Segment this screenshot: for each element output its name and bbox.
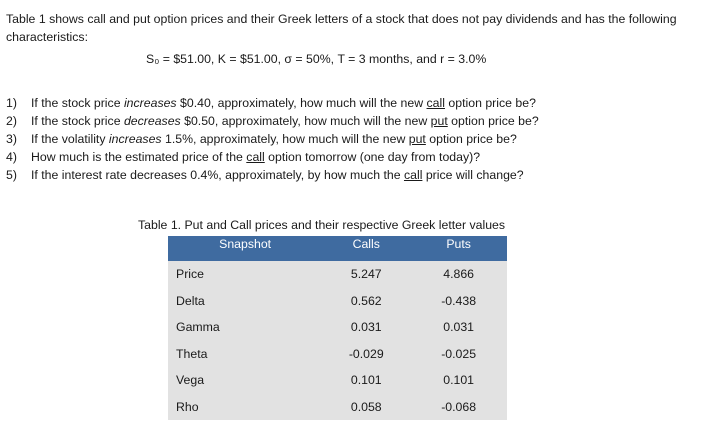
intro-paragraph: Table 1 shows call and put option prices… bbox=[6, 12, 677, 44]
question-item: 3) If the volatility increases 1.5%, app… bbox=[6, 130, 539, 148]
put-value: -0.438 bbox=[410, 287, 507, 314]
column-header-puts: Puts bbox=[410, 236, 507, 261]
row-label: Theta bbox=[168, 340, 323, 367]
call-value: 0.101 bbox=[322, 367, 411, 394]
question-item: 4) How much is the estimated price of th… bbox=[6, 148, 539, 166]
put-value: 0.101 bbox=[410, 367, 507, 394]
table-row: Theta -0.029 -0.025 bbox=[168, 340, 507, 367]
question-text: If the stock price increases $0.40, appr… bbox=[31, 96, 536, 110]
call-value: 0.058 bbox=[322, 393, 411, 420]
table-caption: Table 1. Put and Call prices and their r… bbox=[138, 218, 506, 232]
question-number: 1) bbox=[6, 96, 17, 110]
put-value: -0.025 bbox=[410, 340, 507, 367]
table-row: Rho 0.058 -0.068 bbox=[168, 393, 507, 420]
column-header-snapshot: Snapshot bbox=[168, 236, 323, 261]
row-label: Rho bbox=[168, 393, 323, 420]
call-value: 0.031 bbox=[322, 314, 411, 341]
question-number: 5) bbox=[6, 168, 17, 182]
question-text: If the volatility increases 1.5%, approx… bbox=[31, 132, 517, 146]
table-row: Delta 0.562 -0.438 bbox=[168, 287, 507, 314]
table-header-row: Snapshot Calls Puts bbox=[168, 236, 507, 261]
table-row: Gamma 0.031 0.031 bbox=[168, 314, 507, 341]
table-row: Price 5.247 4.866 bbox=[168, 261, 507, 288]
row-label: Delta bbox=[168, 287, 323, 314]
question-item: 1) If the stock price increases $0.40, a… bbox=[6, 94, 539, 112]
put-value: -0.068 bbox=[410, 393, 507, 420]
table-row: Vega 0.101 0.101 bbox=[168, 367, 507, 394]
put-value: 0.031 bbox=[410, 314, 507, 341]
question-list: 1) If the stock price increases $0.40, a… bbox=[6, 94, 539, 184]
put-value: 4.866 bbox=[410, 261, 507, 288]
question-text: If the interest rate decreases 0.4%, app… bbox=[31, 168, 524, 182]
question-item: 2) If the stock price decreases $0.50, a… bbox=[6, 112, 539, 130]
row-label: Vega bbox=[168, 367, 323, 394]
question-text: How much is the estimated price of the c… bbox=[31, 150, 481, 164]
question-number: 3) bbox=[6, 132, 17, 146]
column-header-calls: Calls bbox=[322, 236, 411, 261]
question-number: 2) bbox=[6, 114, 17, 128]
call-value: -0.029 bbox=[322, 340, 411, 367]
greeks-table: Snapshot Calls Puts Price 5.247 4.866 De… bbox=[168, 236, 507, 420]
stock-parameters: S₀ = $51.00, K = $51.00, σ = 50%, T = 3 … bbox=[146, 52, 487, 66]
row-label: Price bbox=[168, 261, 323, 288]
question-text: If the stock price decreases $0.50, appr… bbox=[31, 114, 539, 128]
question-number: 4) bbox=[6, 150, 17, 164]
call-value: 5.247 bbox=[322, 261, 411, 288]
call-value: 0.562 bbox=[322, 287, 411, 314]
row-label: Gamma bbox=[168, 314, 323, 341]
question-item: 5) If the interest rate decreases 0.4%, … bbox=[6, 166, 539, 184]
